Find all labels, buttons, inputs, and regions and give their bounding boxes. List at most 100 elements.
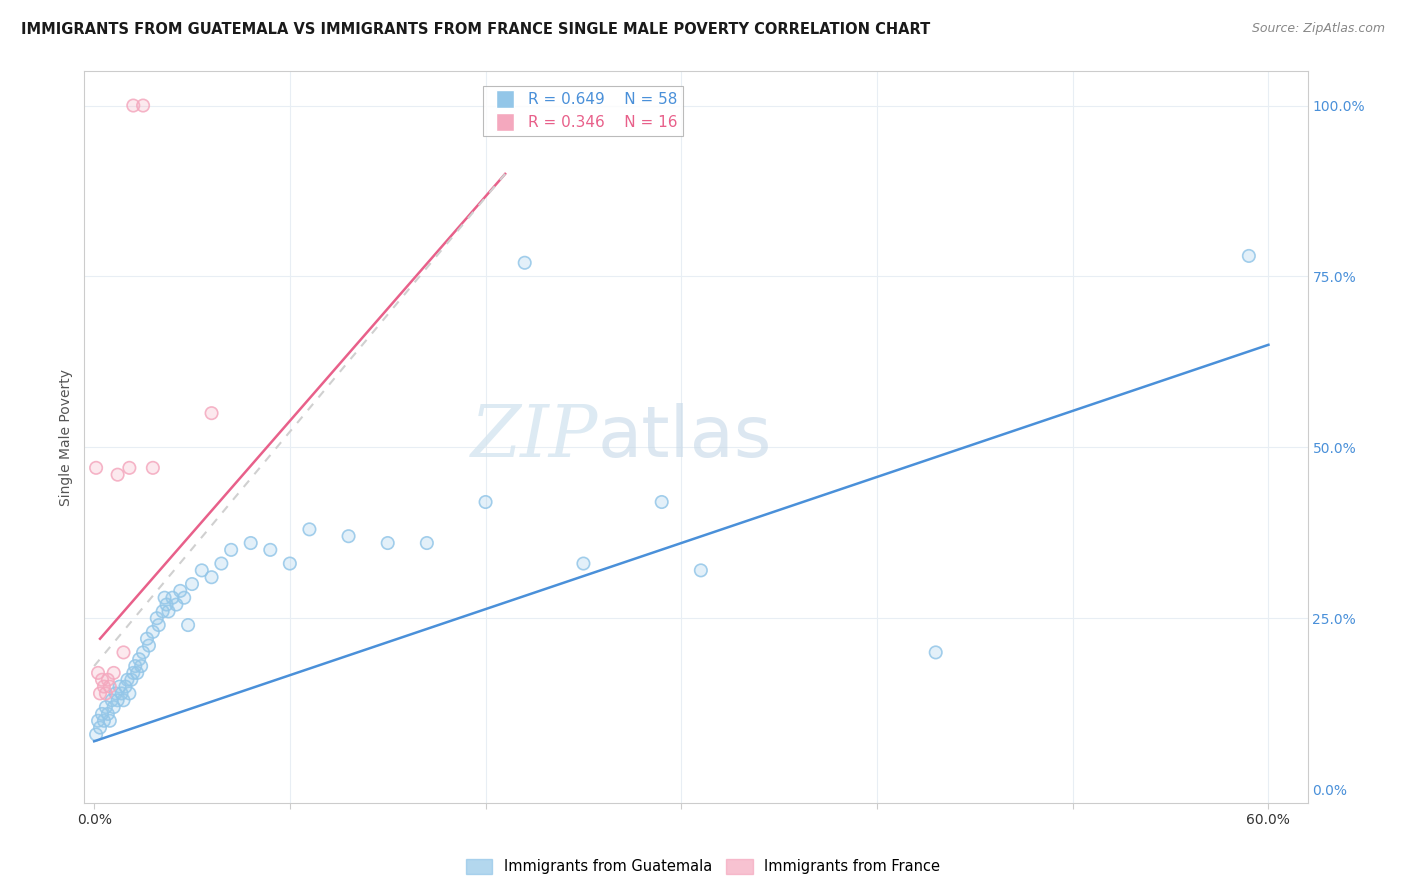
Point <box>1237 249 1260 263</box>
Point <box>108 680 131 694</box>
Point <box>97 706 120 721</box>
Point <box>153 591 176 605</box>
Point <box>89 686 111 700</box>
Point <box>89 686 111 700</box>
Point <box>94 686 117 700</box>
Point <box>84 727 107 741</box>
Point <box>84 727 107 741</box>
Point <box>114 680 136 694</box>
Point <box>98 714 121 728</box>
Point <box>122 98 145 112</box>
Point <box>107 693 129 707</box>
Point <box>298 522 321 536</box>
Text: IMMIGRANTS FROM GUATEMALA VS IMMIGRANTS FROM FRANCE SINGLE MALE POVERTY CORRELAT: IMMIGRANTS FROM GUATEMALA VS IMMIGRANTS … <box>21 22 931 37</box>
Point <box>132 645 155 659</box>
Point <box>129 659 152 673</box>
Point <box>112 693 135 707</box>
Point <box>120 673 142 687</box>
Point <box>138 639 160 653</box>
Point <box>416 536 439 550</box>
Point <box>97 673 120 687</box>
Point <box>89 721 111 735</box>
Point <box>100 693 122 707</box>
Point <box>89 721 111 735</box>
Point <box>181 577 204 591</box>
Text: Source: ZipAtlas.com: Source: ZipAtlas.com <box>1251 22 1385 36</box>
Point <box>103 665 125 680</box>
Point <box>298 522 321 536</box>
Point <box>132 98 155 112</box>
Point <box>165 598 187 612</box>
Point <box>97 706 120 721</box>
Point <box>337 529 360 543</box>
Point <box>122 665 145 680</box>
Point <box>91 706 114 721</box>
Point <box>651 495 673 509</box>
Point <box>120 673 142 687</box>
Point <box>104 686 127 700</box>
Point <box>138 639 160 653</box>
Point <box>513 256 536 270</box>
Point <box>127 665 149 680</box>
Point <box>136 632 159 646</box>
Point <box>132 645 155 659</box>
Point <box>127 665 149 680</box>
Point <box>87 714 110 728</box>
Point <box>157 604 180 618</box>
Point <box>100 693 122 707</box>
Point <box>104 686 127 700</box>
Point <box>239 536 262 550</box>
Point <box>155 598 177 612</box>
Point <box>107 693 129 707</box>
Point <box>114 680 136 694</box>
Legend: R = 0.649    N = 58, R = 0.346    N = 16: R = 0.649 N = 58, R = 0.346 N = 16 <box>484 87 683 136</box>
Point <box>93 680 115 694</box>
Point <box>200 406 222 420</box>
Point <box>142 460 165 475</box>
Point <box>112 645 135 659</box>
Point <box>122 665 145 680</box>
Point <box>165 598 187 612</box>
Point <box>103 665 125 680</box>
Point <box>84 460 107 475</box>
Point <box>1237 249 1260 263</box>
Point <box>152 604 174 618</box>
Point <box>689 563 711 577</box>
Point <box>117 673 139 687</box>
Point <box>112 693 135 707</box>
Point <box>107 467 129 482</box>
Point <box>128 652 150 666</box>
Point <box>132 98 155 112</box>
Point <box>173 591 195 605</box>
Point <box>108 680 131 694</box>
Point <box>219 542 242 557</box>
Point <box>181 577 204 591</box>
Point <box>377 536 399 550</box>
Point <box>200 570 222 584</box>
Point <box>98 680 121 694</box>
Point <box>87 665 110 680</box>
Point <box>112 645 135 659</box>
Point <box>142 460 165 475</box>
Legend: Immigrants from Guatemala, Immigrants from France: Immigrants from Guatemala, Immigrants fr… <box>460 853 946 880</box>
Point <box>118 686 141 700</box>
Point <box>103 700 125 714</box>
Point <box>474 495 496 509</box>
Point <box>239 536 262 550</box>
Point <box>136 632 159 646</box>
Point <box>148 618 170 632</box>
Point <box>259 542 281 557</box>
Point <box>173 591 195 605</box>
Point <box>87 714 110 728</box>
Point <box>98 714 121 728</box>
Point <box>651 495 673 509</box>
Point <box>118 686 141 700</box>
Point <box>209 557 232 571</box>
Point <box>94 700 117 714</box>
Point <box>84 460 107 475</box>
Point <box>177 618 200 632</box>
Point <box>93 714 115 728</box>
Point <box>91 673 114 687</box>
Point <box>572 557 595 571</box>
Point <box>337 529 360 543</box>
